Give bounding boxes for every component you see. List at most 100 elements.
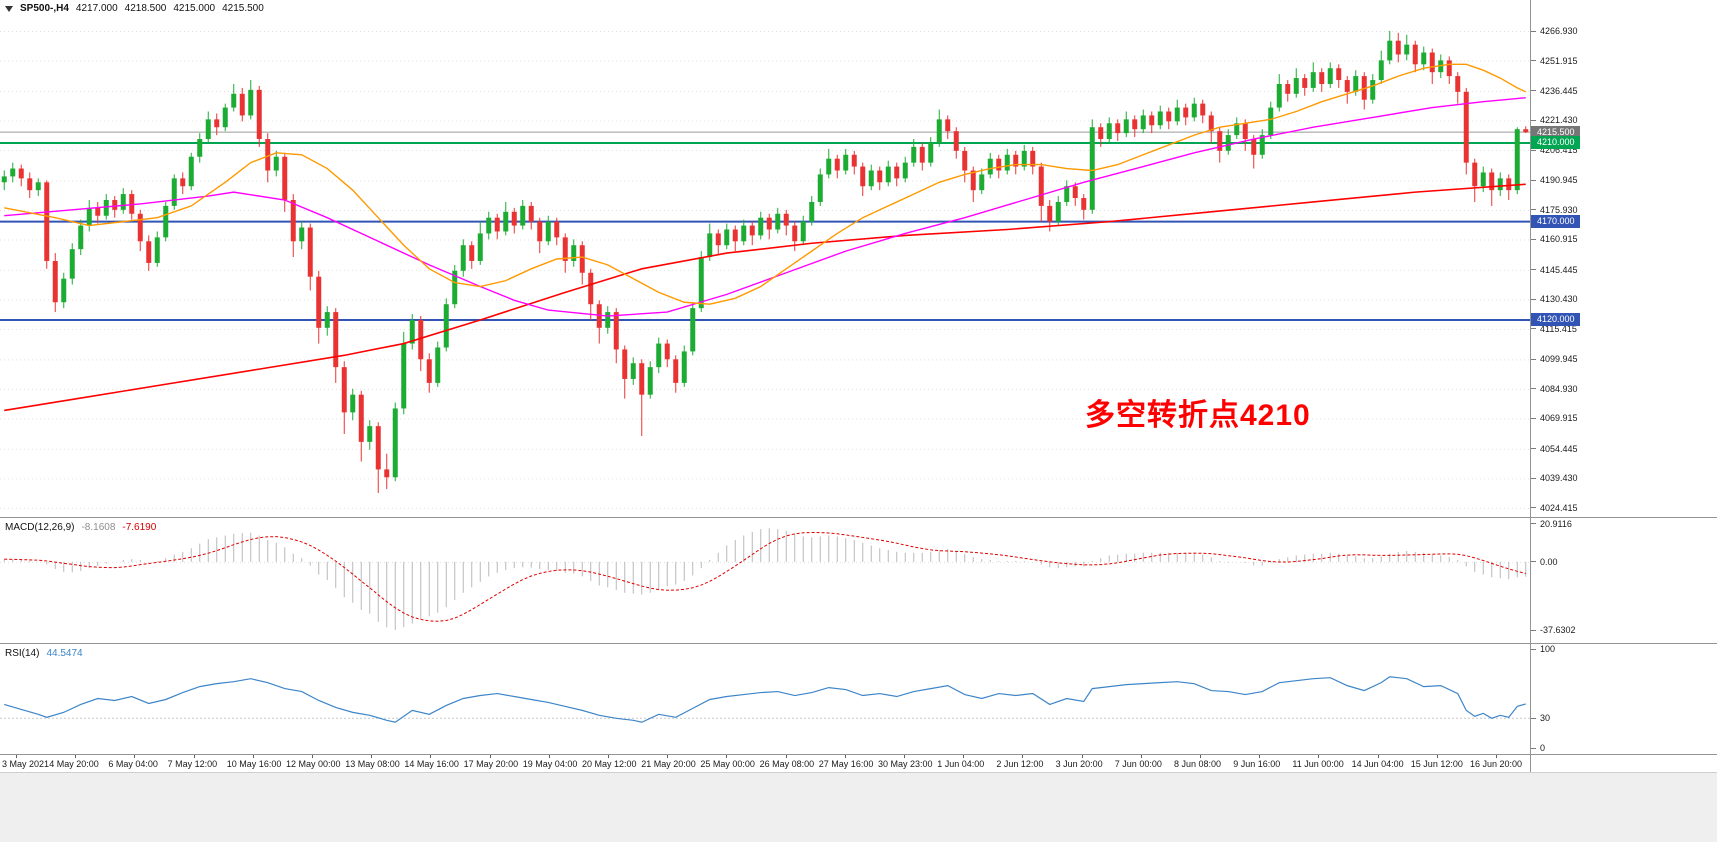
ma-fast-line: [4, 63, 1527, 305]
time-label: 9 Jun 16:00: [1233, 759, 1281, 769]
price-tick-label: 4175.930: [1540, 204, 1578, 215]
chart-annotation-text[interactable]: 多空转折点4210: [1085, 399, 1311, 432]
price-tick-label: 4206.415: [1540, 145, 1578, 156]
time-tick: [1377, 755, 1379, 758]
rsi-name: RSI(14): [5, 648, 40, 659]
time-label: 12 May 00:00: [286, 759, 341, 769]
macd-indicator-label: MACD(12,26,9) -8.1608 -7.6190: [5, 522, 156, 533]
price-tick-label: 4145.445: [1540, 264, 1578, 275]
time-label: 3 May 2021: [2, 759, 50, 769]
price-tick-label: 4190.945: [1540, 175, 1578, 186]
time-label: 27 May 16:00: [818, 759, 874, 769]
time-tick: [1259, 755, 1261, 758]
rsi-panel[interactable]: RSI(14) 44.5474: [0, 645, 1530, 754]
price-tick-label: 4039.430: [1540, 473, 1578, 484]
time-tick: [1140, 755, 1142, 758]
macd-tick-label: 20.9116: [1540, 518, 1572, 529]
time-tick: [489, 755, 491, 758]
price-tick-label: 4115.415: [1540, 323, 1577, 334]
time-axis[interactable]: 3 May 2021 4 May 20:00 6 May 04:00 7 May 12…: [0, 755, 1717, 772]
macd-name: MACD(12,26,9): [5, 522, 75, 533]
rsi-tick-label: 30: [1540, 713, 1551, 724]
time-tick: [1436, 755, 1438, 758]
price-scale-tick: [1531, 477, 1536, 479]
price-tick-label: 4069.915: [1540, 413, 1578, 424]
rsi-scale-tick: [1531, 717, 1536, 719]
time-label: 19 May 04:00: [522, 759, 578, 769]
time-tick: [1496, 755, 1497, 758]
macd-tick-label: 0.00: [1540, 556, 1558, 567]
rsi-plot[interactable]: [0, 645, 1530, 754]
price-tick-label: 4236.445: [1540, 85, 1578, 96]
macd-scale-tick: [1531, 629, 1536, 631]
time-label: 14 May 16:00: [404, 759, 459, 769]
time-label: 20 May 12:00: [582, 759, 637, 769]
time-tick: [1318, 755, 1320, 758]
main-chart-panel[interactable]: SP500-,H4 4217.000 4218.500 4215.000 421…: [0, 0, 1530, 517]
rsi-line: [4, 676, 1526, 723]
price-tick-label: 4024.415: [1540, 502, 1578, 513]
time-label: 11 Jun 00:00: [1292, 759, 1344, 769]
symbol-timeframe-label: SP500-,H4: [20, 3, 69, 14]
time-label: 1 Jun 04:00: [937, 759, 985, 769]
time-tick: [963, 755, 965, 758]
time-label: 7 Jun 00:00: [1114, 759, 1162, 769]
time-label: 13 May 08:00: [345, 759, 400, 769]
price-scale[interactable]: 4266.930 4251.915 4236.445 4221.430 4206.415…: [1530, 0, 1717, 772]
price-scale-tick: [1531, 358, 1536, 360]
rsi-indicator-label: RSI(14) 44.5474: [5, 648, 83, 659]
time-label: 8 Jun 08:00: [1174, 759, 1222, 769]
price-scale-tick: [1531, 119, 1536, 121]
candles: [1, 30, 1529, 494]
candlestick-plot[interactable]: [0, 0, 1530, 517]
price-tick-label: 4054.445: [1540, 443, 1578, 454]
price-scale-tick: [1531, 90, 1536, 92]
time-tick: [193, 755, 195, 758]
panel-separator[interactable]: [0, 643, 1717, 644]
time-tick: [371, 755, 373, 758]
time-label: 25 May 00:00: [700, 759, 755, 769]
time-tick: [1022, 755, 1024, 758]
time-label: 2 Jun 12:00: [996, 759, 1044, 769]
rsi-scale-tick: [1531, 648, 1536, 650]
macd-panel[interactable]: MACD(12,26,9) -8.1608 -7.6190: [0, 519, 1530, 643]
time-tick: [844, 755, 846, 758]
one-click-trading-toggle[interactable]: [5, 5, 13, 12]
rsi-tick-label: 100: [1540, 644, 1556, 654]
time-axis-border: [0, 754, 1717, 755]
time-label: 26 May 08:00: [759, 759, 815, 769]
time-label: 3 Jun 20:00: [1055, 759, 1103, 769]
price-scale-tick: [1531, 60, 1536, 62]
macd-value-main: -8.1608: [81, 522, 116, 533]
price-scale-tick: [1531, 388, 1536, 390]
macd-histogram: [3, 528, 1527, 630]
time-label: 10 May 16:00: [226, 759, 282, 769]
price-scale-tick: [1531, 209, 1536, 211]
time-tick: [785, 755, 787, 758]
price-tick-label: 4084.930: [1540, 383, 1578, 394]
price-tick-label: 4266.930: [1540, 26, 1578, 36]
price-scale-tick: [1531, 448, 1536, 450]
time-tick: [134, 755, 136, 758]
quote-close: 4215.500: [222, 3, 264, 14]
macd-tick-label: -37.6302: [1540, 625, 1576, 636]
macd-plot[interactable]: [0, 519, 1530, 643]
price-tag-blue: 4120.000: [1531, 313, 1580, 327]
price-scale-tick: [1531, 328, 1536, 330]
quote-high: 4218.500: [124, 3, 167, 14]
panel-separator[interactable]: [0, 517, 1717, 518]
time-tick: [667, 755, 669, 758]
time-label: 30 May 23:00: [878, 759, 933, 769]
macd-scale-tick: [1531, 561, 1536, 563]
time-tick: [252, 755, 254, 758]
quote-open: 4217.000: [75, 3, 118, 14]
time-label: 6 May 04:00: [108, 759, 158, 769]
time-label: 17 May 20:00: [463, 759, 519, 769]
price-scale-tick: [1531, 179, 1536, 181]
price-tick-label: 4130.430: [1540, 294, 1578, 305]
time-tick: [904, 755, 905, 758]
time-label: 15 Jun 12:00: [1410, 759, 1463, 769]
price-tick-label: 4099.945: [1540, 354, 1578, 365]
time-tick: [1081, 755, 1083, 758]
price-scale-tick: [1531, 238, 1536, 240]
